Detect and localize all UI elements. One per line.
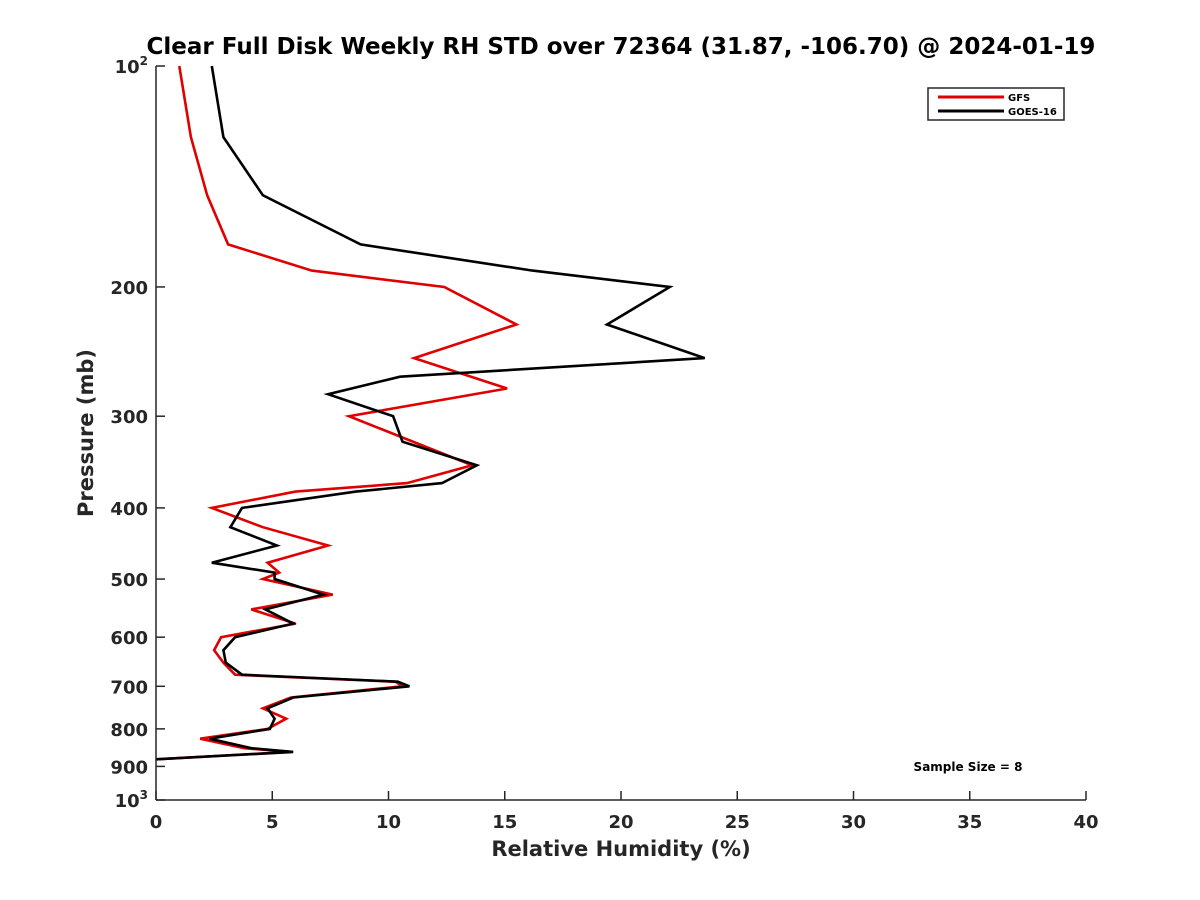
series-layer <box>155 65 706 761</box>
legend: GFS GOES-16 <box>927 87 1065 121</box>
y-tick-label: 103 <box>115 788 148 812</box>
sample-size-annotation: Sample Size = 8 <box>914 760 1023 774</box>
y-tick-label: 900 <box>110 757 148 778</box>
axes <box>155 66 1086 801</box>
x-tick-label: 5 <box>266 812 279 833</box>
x-tick-label: 40 <box>1073 812 1098 833</box>
x-tick-label: 35 <box>957 812 982 833</box>
y-tick-label: 400 <box>110 499 148 520</box>
y-tick-label: 500 <box>110 570 148 591</box>
series-line-goes-16 <box>155 65 706 761</box>
y-tick-label: 800 <box>110 720 148 741</box>
legend-label-goes16: GOES-16 <box>1008 107 1057 118</box>
x-ticks: 0 5 10 15 20 25 30 35 40 <box>150 791 1099 833</box>
x-tick-label: 0 <box>150 812 163 833</box>
y-ticks: 102 200 300 400 500 600 700 800 900 103 <box>110 54 165 812</box>
y-tick-label: 700 <box>110 677 148 698</box>
y-tick-label: 200 <box>110 278 148 299</box>
y-tick-label: 102 <box>115 54 148 78</box>
x-tick-label: 20 <box>608 812 633 833</box>
legend-box <box>927 87 1065 121</box>
x-axis-label: Relative Humidity (%) <box>491 837 750 861</box>
x-tick-label: 30 <box>841 812 866 833</box>
x-tick-label: 25 <box>725 812 750 833</box>
y-axis-label: Pressure (mb) <box>74 349 98 517</box>
x-tick-label: 10 <box>376 812 401 833</box>
x-tick-label: 15 <box>492 812 517 833</box>
legend-label-gfs: GFS <box>1008 93 1030 104</box>
y-tick-label: 600 <box>110 628 148 649</box>
chart-title: Clear Full Disk Weekly RH STD over 72364… <box>147 34 1096 60</box>
series-line-gfs <box>155 65 520 761</box>
y-tick-label: 300 <box>110 407 148 428</box>
